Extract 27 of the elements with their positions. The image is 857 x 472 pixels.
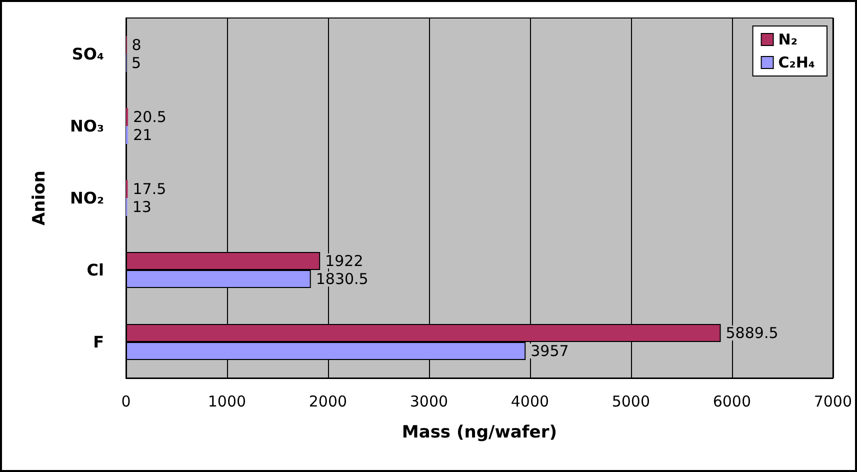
data-label: 5889.5 (726, 324, 778, 342)
x-tick-label: 7000 (814, 392, 852, 410)
data-label: 5 (132, 54, 142, 72)
y-axis-title: Anion (30, 170, 50, 226)
x-tick-label: 3000 (410, 392, 448, 410)
y-tick-label: F (93, 332, 104, 352)
legend-label: C₂H₄ (778, 54, 815, 72)
legend-label: N₂ (778, 30, 798, 48)
y-tick-label: Cl (86, 260, 104, 280)
data-label: 3957 (530, 342, 569, 360)
x-tick-label: 0 (121, 392, 131, 410)
y-tick-label: SO₄ (72, 44, 104, 64)
data-label: 8 (132, 36, 142, 54)
data-label: 17.5 (132, 180, 166, 198)
data-label: 1922 (325, 252, 364, 270)
x-tick-label: 4000 (510, 392, 550, 410)
x-tick-label: 2000 (308, 392, 348, 410)
data-label: 20.5 (133, 108, 166, 126)
x-tick-label: 5000 (612, 392, 650, 410)
x-axis-title: Mass (ng/wafer) (402, 422, 557, 442)
data-label: 1830.5 (316, 270, 368, 288)
y-tick-label: NO₃ (70, 116, 104, 136)
x-tick-label: 6000 (712, 392, 752, 410)
x-tick-label: 1000 (208, 392, 246, 410)
data-label: 21 (133, 126, 152, 144)
y-tick-label: NO₂ (70, 188, 104, 208)
data-label: 13 (132, 198, 152, 216)
